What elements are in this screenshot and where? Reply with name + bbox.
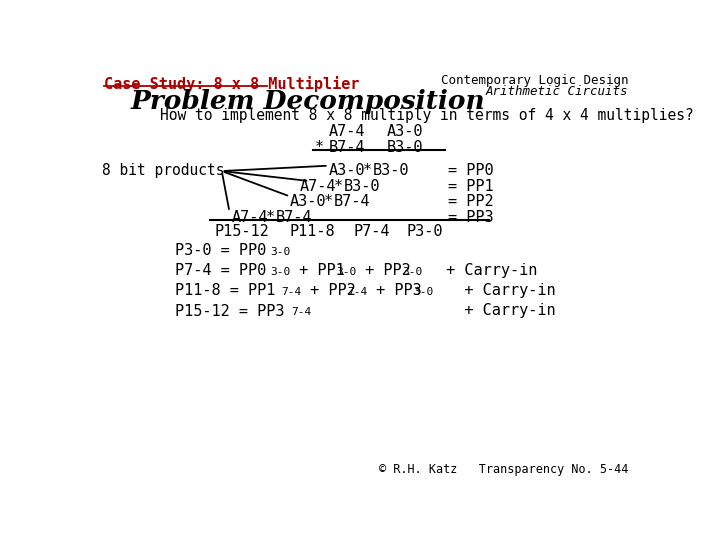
Text: *: * [266,210,275,225]
Text: Problem Decomposition: Problem Decomposition [130,90,485,114]
Text: = PP3: = PP3 [448,210,494,225]
Text: B7-4: B7-4 [276,210,312,225]
Text: B7-4: B7-4 [329,140,365,156]
Text: © R.H. Katz   Transparency No. 5-44: © R.H. Katz Transparency No. 5-44 [379,463,629,476]
Text: P3-0 = PP0: P3-0 = PP0 [175,244,266,259]
Text: P15-12 = PP3: P15-12 = PP3 [175,303,284,319]
Text: Arithmetic Circuits: Arithmetic Circuits [486,85,629,98]
Text: P7-4 = PP0: P7-4 = PP0 [175,264,266,279]
Text: + Carry-in: + Carry-in [437,284,556,299]
Text: P7-4: P7-4 [354,224,390,239]
Text: B7-4: B7-4 [334,194,371,209]
Text: P3-0: P3-0 [406,224,443,239]
Text: + Carry-in: + Carry-in [437,303,556,319]
Text: 3-0: 3-0 [413,287,433,296]
Text: A7-4: A7-4 [300,179,336,194]
Text: A7-4: A7-4 [232,210,269,225]
Text: 7-4: 7-4 [292,307,312,316]
Text: B3-0: B3-0 [343,179,380,194]
Text: + Carry-in: + Carry-in [437,264,538,279]
Text: 3-0: 3-0 [336,267,356,276]
Text: 3-0: 3-0 [271,267,291,276]
Text: *: * [315,140,324,156]
Text: *: * [324,194,333,209]
Text: 3-0: 3-0 [271,247,291,256]
Text: P11-8 = PP1: P11-8 = PP1 [175,284,276,299]
Text: 8 bit products: 8 bit products [102,164,224,178]
Text: A3-0: A3-0 [387,124,423,139]
Text: How to implement 8 x 8 multiply in terms of 4 x 4 multiplies?: How to implement 8 x 8 multiply in terms… [160,108,693,123]
Text: *: * [363,164,372,178]
Text: + PP3: + PP3 [366,284,421,299]
Text: P15-12: P15-12 [214,224,269,239]
Text: 3-0: 3-0 [402,267,423,276]
Text: + PP1: + PP1 [290,264,345,279]
Text: + PP2: + PP2 [301,284,356,299]
Text: = PP1: = PP1 [448,179,494,194]
Text: A7-4: A7-4 [329,124,365,139]
Text: + PP2: + PP2 [356,264,410,279]
Text: *: * [333,179,343,194]
Text: = PP2: = PP2 [448,194,494,209]
Text: B3-0: B3-0 [373,164,410,178]
Text: P11-8: P11-8 [290,224,336,239]
Text: 7-4: 7-4 [282,287,302,296]
Text: B3-0: B3-0 [387,140,423,156]
Text: A3-0: A3-0 [329,164,365,178]
Text: Contemporary Logic Design: Contemporary Logic Design [441,74,629,87]
Text: = PP0: = PP0 [448,164,494,178]
Text: Case Study: 8 x 8 Multiplier: Case Study: 8 x 8 Multiplier [104,76,359,92]
Text: A3-0: A3-0 [290,194,326,209]
Text: 7-4: 7-4 [347,287,367,296]
